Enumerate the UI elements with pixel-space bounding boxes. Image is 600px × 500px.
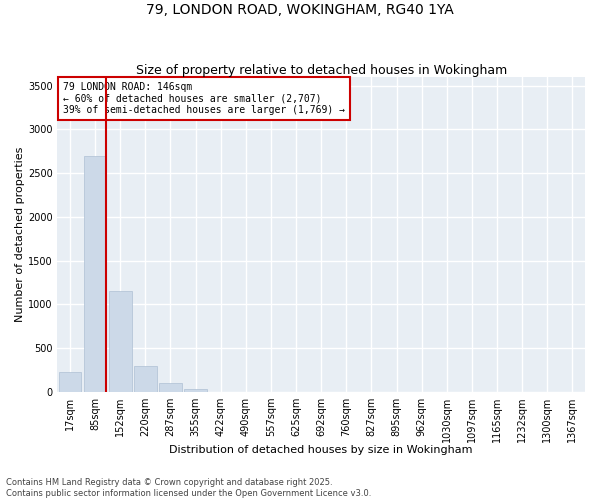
Text: 79 LONDON ROAD: 146sqm
← 60% of detached houses are smaller (2,707)
39% of semi-: 79 LONDON ROAD: 146sqm ← 60% of detached… [62, 82, 344, 115]
Text: Contains HM Land Registry data © Crown copyright and database right 2025.
Contai: Contains HM Land Registry data © Crown c… [6, 478, 371, 498]
Bar [184, 388, 207, 392]
Title: Size of property relative to detached houses in Wokingham: Size of property relative to detached ho… [136, 64, 507, 77]
Text: 79, LONDON ROAD, WOKINGHAM, RG40 1YA: 79, LONDON ROAD, WOKINGHAM, RG40 1YA [146, 2, 454, 16]
Bar [84, 156, 106, 392]
Bar [59, 372, 81, 392]
Bar [109, 292, 131, 392]
Y-axis label: Number of detached properties: Number of detached properties [15, 146, 25, 322]
Bar [134, 366, 157, 392]
Bar [159, 382, 182, 392]
X-axis label: Distribution of detached houses by size in Wokingham: Distribution of detached houses by size … [169, 445, 473, 455]
